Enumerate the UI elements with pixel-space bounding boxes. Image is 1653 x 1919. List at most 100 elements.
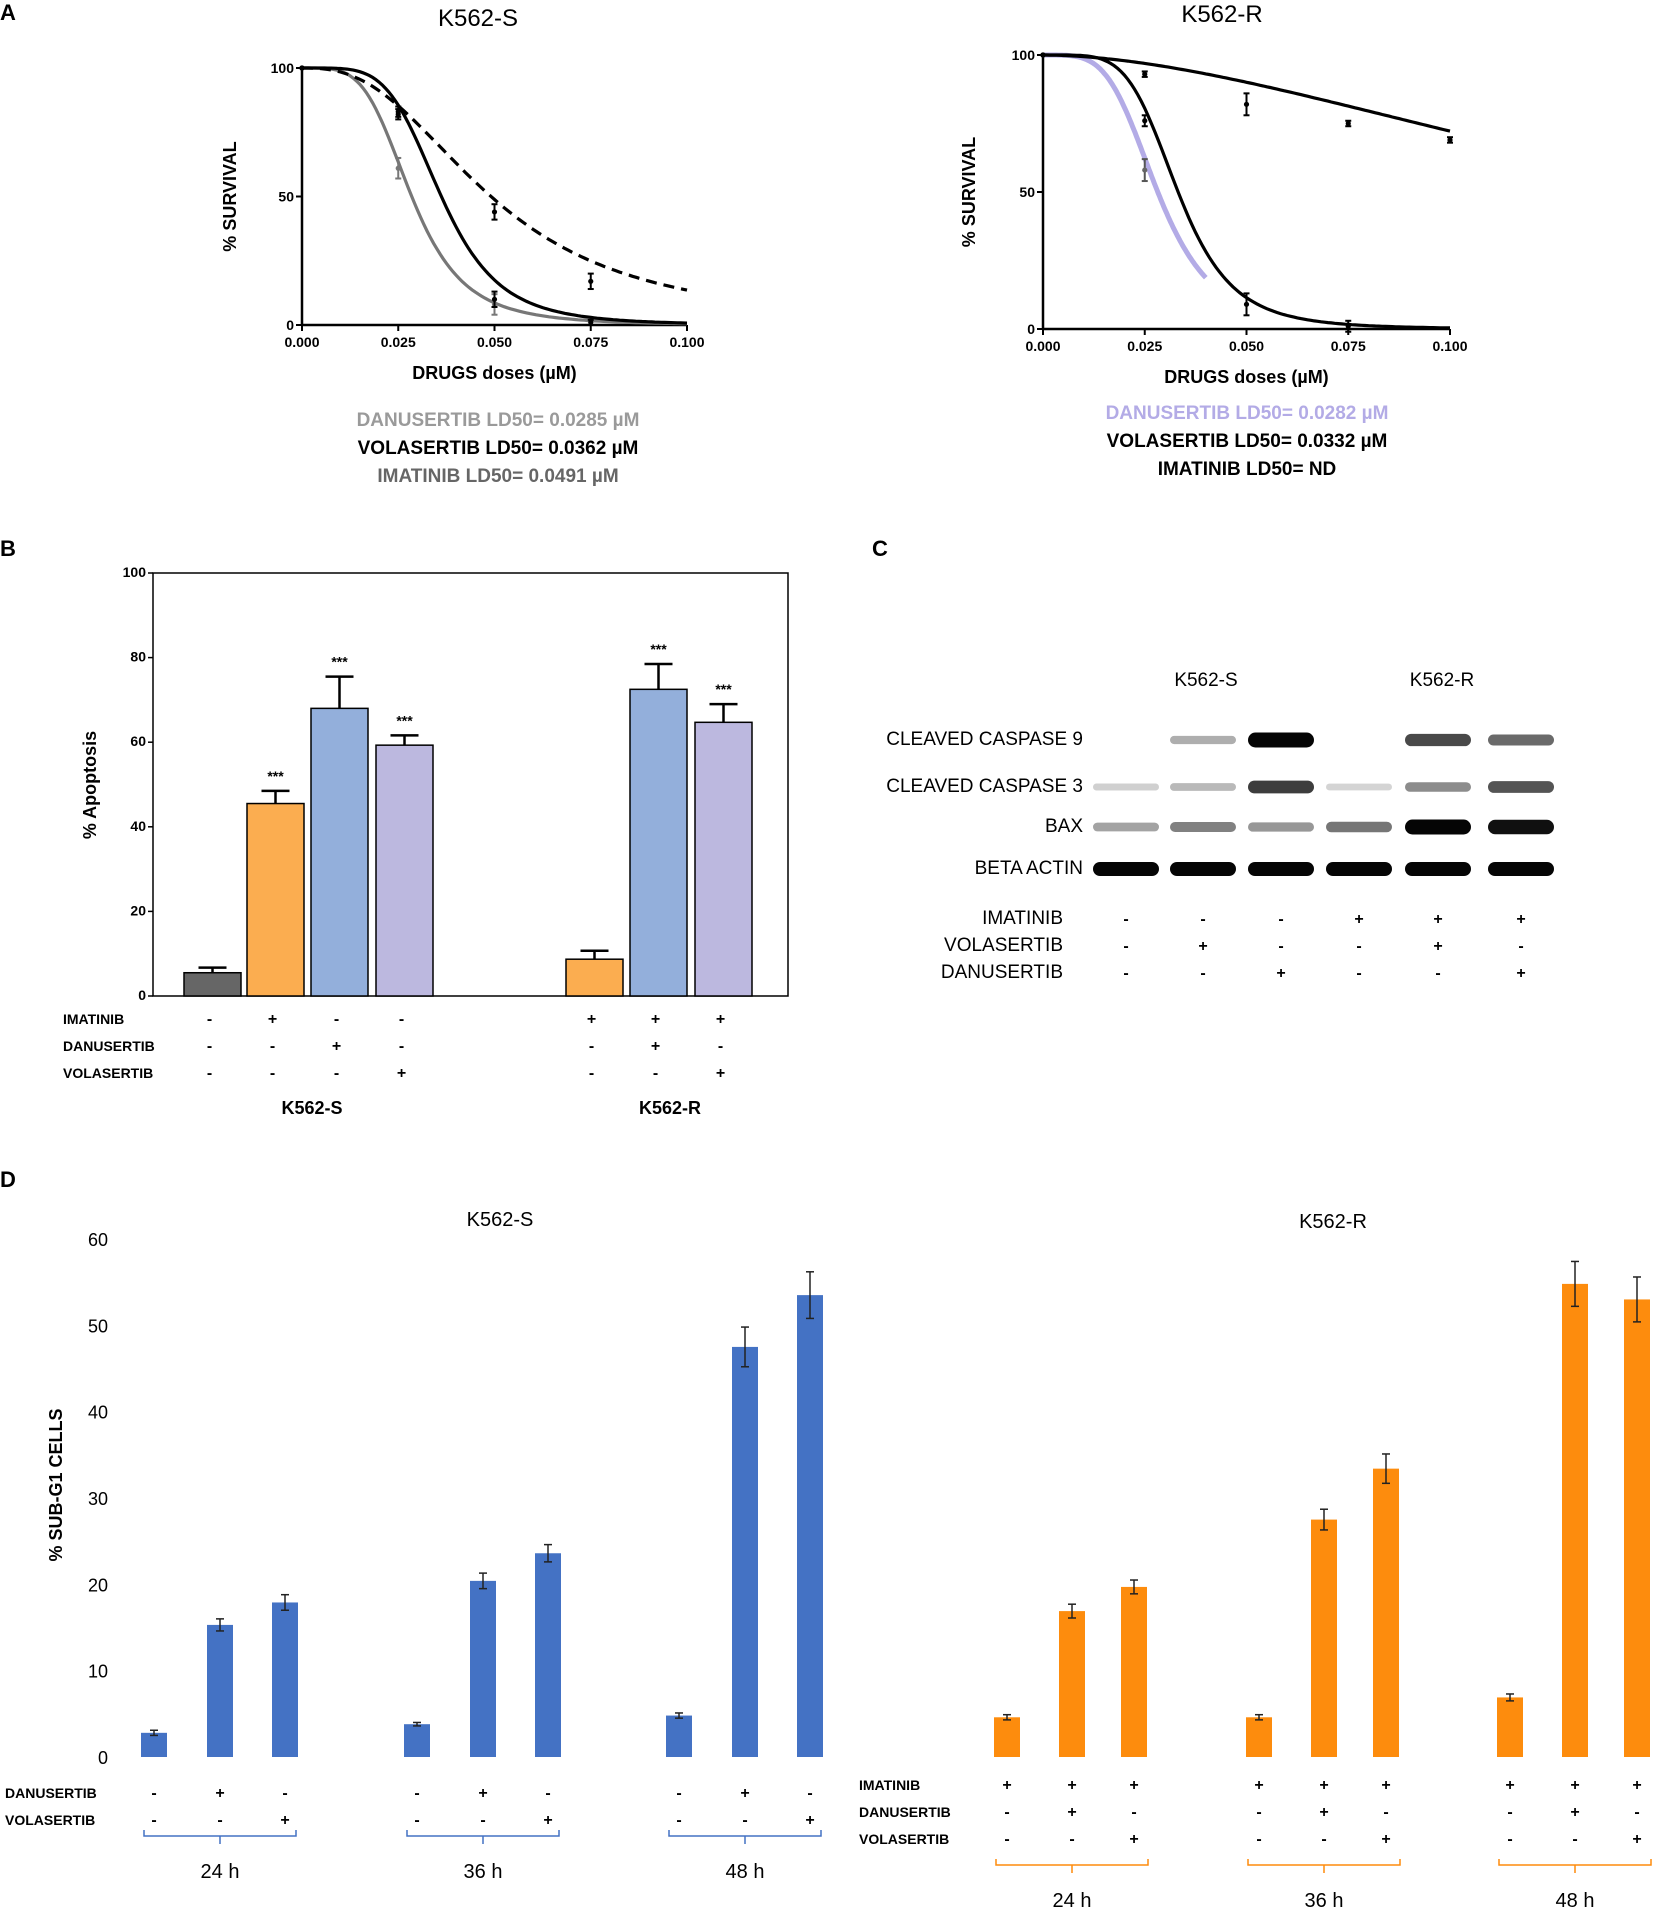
row-label-volasertib: VOLASERTIB bbox=[63, 1065, 153, 1081]
bar bbox=[1121, 1586, 1147, 1757]
treatment-sign: - bbox=[1256, 1831, 1261, 1848]
blot-treatment-sign: - bbox=[1278, 938, 1283, 955]
blot-treatment-label: DANUSERTIB bbox=[941, 962, 1063, 983]
chart-title: K562-S bbox=[438, 5, 518, 32]
treatment-sign: - bbox=[480, 1812, 485, 1829]
bar bbox=[246, 802, 305, 997]
treatment-sign: + bbox=[1129, 1777, 1138, 1794]
treatment-sign: - bbox=[270, 1038, 275, 1055]
x-tick-label: 0.050 bbox=[1229, 338, 1264, 354]
bar bbox=[1562, 1283, 1588, 1757]
bar bbox=[994, 1717, 1020, 1757]
x-axis-label: DRUGS doses (µM) bbox=[1164, 367, 1328, 387]
chart-d-k562r: K562-R + - - + + - + - + + - - + + - + - + + - - + + - + - + IMATINI… bbox=[859, 1211, 1652, 1912]
blot-band bbox=[1405, 819, 1471, 835]
treatment-sign: - bbox=[1507, 1831, 1512, 1848]
blot-treatment-sign: + bbox=[1198, 938, 1207, 955]
time-bracket bbox=[995, 1859, 1149, 1873]
treatment-sign: + bbox=[587, 1011, 596, 1028]
blot-band bbox=[1405, 733, 1471, 747]
treatment-sign: - bbox=[217, 1812, 222, 1829]
time-label: 36 h bbox=[1305, 1890, 1344, 1912]
data-point-imatinib bbox=[1243, 101, 1250, 107]
blot-band bbox=[1248, 862, 1314, 876]
treatment-sign: - bbox=[1383, 1804, 1388, 1821]
data-point-imatinib bbox=[588, 278, 594, 284]
bar bbox=[141, 1732, 167, 1757]
bar bbox=[1497, 1697, 1523, 1757]
y-axis-label: % SURVIVAL bbox=[959, 137, 979, 247]
bar bbox=[1246, 1717, 1272, 1757]
treatment-sign: - bbox=[334, 1011, 339, 1028]
time-label: 24 h bbox=[201, 1861, 240, 1883]
y-tick-label: 100 bbox=[1012, 47, 1036, 63]
treatment-sign: - bbox=[414, 1812, 419, 1829]
blot-treatment-sign: - bbox=[1356, 965, 1361, 982]
treatment-sign: - bbox=[414, 1785, 419, 1802]
blot-band bbox=[1248, 732, 1314, 748]
treatment-sign: - bbox=[1321, 1831, 1326, 1848]
bar bbox=[797, 1295, 823, 1757]
data-point-imatinib bbox=[395, 109, 401, 115]
x-tick-label: 0.075 bbox=[1331, 338, 1366, 354]
treatment-sign: - bbox=[1004, 1831, 1009, 1848]
group-label: K562-S bbox=[281, 1098, 342, 1118]
data-point-danusertib bbox=[1142, 167, 1148, 173]
treatment-sign: - bbox=[270, 1065, 275, 1082]
treatment-sign: + bbox=[268, 1011, 277, 1028]
treatment-sign: + bbox=[280, 1812, 289, 1829]
legend-ld50-1: VOLASERTIB LD50= 0.0332 µM bbox=[1107, 431, 1388, 452]
blot-band bbox=[1170, 783, 1236, 791]
blot-treatment-sign: - bbox=[1123, 965, 1128, 982]
treatment-sign: + bbox=[478, 1785, 487, 1802]
blot-band bbox=[1093, 783, 1159, 791]
treatment-sign: + bbox=[651, 1038, 660, 1055]
data-point-volasertib bbox=[491, 296, 498, 302]
legend-ld50-0: DANUSERTIB LD50= 0.0285 µM bbox=[357, 410, 640, 431]
bar bbox=[272, 1602, 298, 1757]
y-tick-label: 60 bbox=[88, 1230, 108, 1250]
row-label-imatinib: IMATINIB bbox=[859, 1777, 920, 1793]
treatment-sign: + bbox=[740, 1785, 749, 1802]
bar bbox=[375, 744, 434, 997]
time-bracket bbox=[406, 1830, 560, 1844]
treatment-sign: - bbox=[1507, 1804, 1512, 1821]
significance-label: *** bbox=[331, 654, 348, 670]
y-tick-label: 0 bbox=[138, 987, 146, 1003]
treatment-sign: - bbox=[545, 1785, 550, 1802]
blot-band bbox=[1170, 821, 1236, 833]
y-tick-label: 60 bbox=[130, 733, 146, 749]
blot-treatment-sign: - bbox=[1278, 911, 1283, 928]
blot-band bbox=[1488, 862, 1554, 876]
treatment-sign: + bbox=[1129, 1831, 1138, 1848]
time-label: 24 h bbox=[1053, 1890, 1092, 1912]
treatment-sign: - bbox=[399, 1038, 404, 1055]
blot-band bbox=[1326, 821, 1392, 833]
row-label-danusertib: DANUSERTIB bbox=[5, 1785, 97, 1801]
chart-title: K562-S bbox=[467, 1209, 534, 1231]
blot-treatment-sign: - bbox=[1123, 938, 1128, 955]
data-point-imatinib bbox=[1447, 137, 1453, 143]
treatment-sign: - bbox=[718, 1038, 723, 1055]
blot-band bbox=[1093, 862, 1159, 876]
treatment-sign: - bbox=[676, 1785, 681, 1802]
treatment-sign: + bbox=[1570, 1804, 1579, 1821]
treatment-sign: + bbox=[543, 1812, 552, 1829]
panel-label-d: D bbox=[0, 1167, 16, 1192]
bar bbox=[1373, 1468, 1399, 1757]
treatment-sign: - bbox=[151, 1785, 156, 1802]
bar bbox=[470, 1580, 496, 1757]
treatment-sign: + bbox=[1632, 1777, 1641, 1794]
y-axis-label: % SURVIVAL bbox=[220, 141, 240, 251]
blot-band bbox=[1093, 822, 1159, 832]
significance-label: *** bbox=[267, 768, 284, 784]
blot-band bbox=[1170, 862, 1236, 876]
y-tick-label: 20 bbox=[88, 1575, 108, 1595]
blot-row-label: CLEAVED CASPASE 3 bbox=[886, 776, 1083, 797]
western-blot-panel: K562-S K562-R CLEAVED CASPASE 9 CLEAVED CAS… bbox=[886, 670, 1554, 983]
panel-label-a: A bbox=[0, 0, 16, 25]
legend-ld50-2: IMATINIB LD50= 0.0491 µM bbox=[377, 466, 618, 487]
y-tick-label: 40 bbox=[88, 1403, 108, 1423]
legend-ld50-0: DANUSERTIB LD50= 0.0282 µM bbox=[1106, 403, 1389, 424]
blot-treatment-sign: - bbox=[1435, 965, 1440, 982]
